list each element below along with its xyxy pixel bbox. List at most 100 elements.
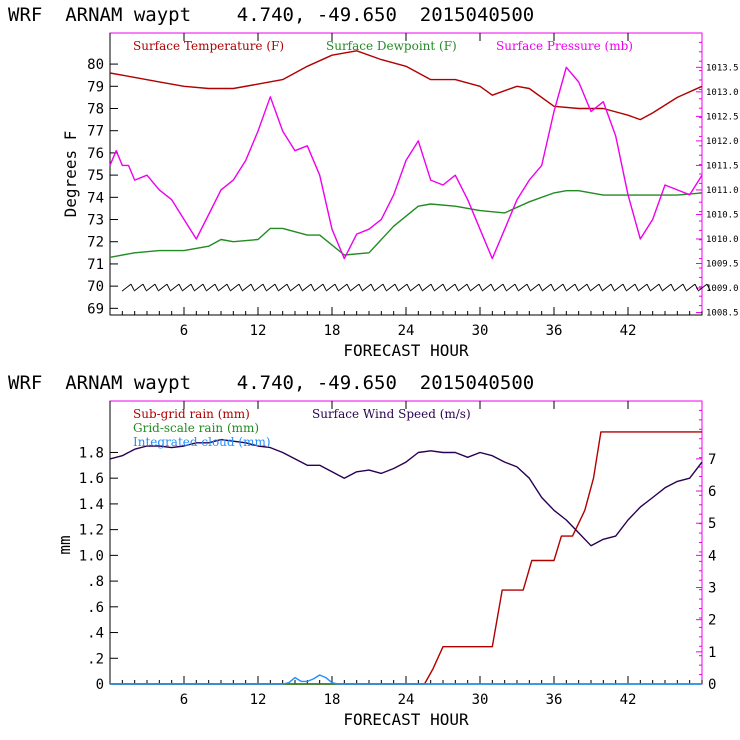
wind-barb-shaft <box>385 283 396 292</box>
bottom-y-axis-label: mm <box>55 535 74 554</box>
wind-barb-flag <box>706 283 711 291</box>
wind-barb-flag <box>646 283 651 291</box>
legend-surface-temperature: Surface Temperature (F) <box>133 39 284 53</box>
right-tick-label: 1008.5 <box>706 309 739 319</box>
left-tick-label: 76 <box>87 146 104 162</box>
wind-barb-shaft <box>265 283 276 292</box>
wind-barb-shaft <box>553 283 564 292</box>
wind-barb-shaft <box>133 283 144 292</box>
wind-barb-shaft <box>517 283 528 292</box>
wind-barb-flag <box>250 283 255 291</box>
wind-barb-flag <box>658 283 663 291</box>
right-tick-label: 1009.5 <box>706 260 739 270</box>
wind-barb-flag <box>538 283 543 291</box>
x-tick-label: 42 <box>620 692 637 708</box>
right-tick-label: 1012.5 <box>706 112 739 122</box>
wind-barb-flag <box>334 283 339 291</box>
wind-barb-flag <box>202 283 207 291</box>
wind-barb-shaft <box>277 283 288 292</box>
wind-barb-flag <box>262 283 267 291</box>
right-tick-label: 1012.0 <box>706 137 739 147</box>
right-tick-label: 1011.0 <box>706 186 739 196</box>
wind-barb-flag <box>346 283 351 291</box>
wind-barb-shaft <box>289 283 300 292</box>
wind-barb-flag <box>478 283 483 291</box>
left-tick-label: 70 <box>87 279 104 295</box>
right-tick-label: 4 <box>708 548 716 564</box>
wind-barb-shaft <box>181 283 192 292</box>
x-tick-label: 18 <box>324 323 341 339</box>
right-tick-label: 1011.5 <box>706 161 739 171</box>
wind-barb-flag <box>286 283 291 291</box>
left-tick-label: 77 <box>87 124 104 140</box>
wind-barb-flag <box>490 283 495 291</box>
legend-surface-wind-speed: Surface Wind Speed (m/s) <box>312 407 471 421</box>
wind-barb-flag <box>382 283 387 291</box>
wind-barb-flag <box>178 283 183 291</box>
x-tick-label: 12 <box>250 323 267 339</box>
right-tick-label: 1010.5 <box>706 210 739 220</box>
wind-barb-flag <box>166 283 171 291</box>
wind-barbs <box>121 283 711 292</box>
left-tick-label: 72 <box>87 235 104 251</box>
wind-barb-flag <box>322 283 327 291</box>
x-tick-label: 36 <box>546 692 563 708</box>
wind-barb-flag <box>226 283 231 291</box>
integrated-cloud-line <box>110 674 702 685</box>
right-tick-label: 5 <box>708 516 716 532</box>
wind-barb-shaft <box>481 283 492 292</box>
wind-barb-flag <box>514 283 519 291</box>
wind-barb-flag <box>622 283 627 291</box>
wind-barb-flag <box>574 283 579 291</box>
wind-barb-flag <box>430 283 435 291</box>
wind-barb-flag <box>418 283 423 291</box>
wind-barb-flag <box>310 283 315 291</box>
wind-barb-shaft <box>529 283 540 292</box>
wind-barb-shaft <box>565 283 576 292</box>
top-chart-title: WRF ARNAM waypt 4.740, -49.650 201504050… <box>8 4 535 26</box>
wind-barb-shaft <box>433 283 444 292</box>
wind-barb-shaft <box>229 283 240 292</box>
wind-barb-flag <box>454 283 459 291</box>
x-tick-label: 42 <box>620 323 637 339</box>
left-tick-label: 1.4 <box>79 497 104 513</box>
left-tick-label: 74 <box>87 190 104 206</box>
wind-barb-flag <box>190 283 195 291</box>
bottom-chart-title: WRF ARNAM waypt 4.740, -49.650 201504050… <box>8 372 535 394</box>
legend-grid-scale-rain: Grid-scale rain (mm) <box>133 421 259 435</box>
legend-sub-grid-rain: Sub-grid rain (mm) <box>133 407 250 421</box>
wind-barb-shaft <box>697 283 708 292</box>
wind-barb-flag <box>610 283 615 291</box>
left-tick-label: 78 <box>87 101 104 117</box>
wind-barb-shaft <box>361 283 372 292</box>
right-tick-label: 1009.0 <box>706 284 739 294</box>
right-tick-label: 2 <box>708 613 716 629</box>
wind-barb-flag <box>130 283 135 291</box>
wind-barb-flag <box>682 283 687 291</box>
x-tick-label: 12 <box>250 692 267 708</box>
wind-barb-flag <box>634 283 639 291</box>
wind-barb-shaft <box>169 283 180 292</box>
left-tick-label: 71 <box>87 257 104 273</box>
left-tick-label: .8 <box>87 574 104 590</box>
x-tick-label: 24 <box>398 323 415 339</box>
wind-barb-shaft <box>505 283 516 292</box>
wind-barb-flag <box>394 283 399 291</box>
wind-barb-flag <box>670 283 675 291</box>
wind-barb-flag <box>298 283 303 291</box>
x-tick-label: 24 <box>398 692 415 708</box>
wind-barb-shaft <box>313 283 324 292</box>
right-tick-label: 1013.5 <box>706 63 739 73</box>
wind-barb-flag <box>526 283 531 291</box>
x-tick-label: 6 <box>180 323 188 339</box>
wind-barb-flag <box>442 283 447 291</box>
left-tick-label: .4 <box>87 626 104 642</box>
wind-barb-shaft <box>445 283 456 292</box>
legend-integrated-cloud: Integrated cloud (mm) <box>133 435 271 449</box>
wind-barb-flag <box>142 283 147 291</box>
wind-barb-shaft <box>673 283 684 292</box>
wind-barb-shaft <box>373 283 384 292</box>
wind-barb-flag <box>154 283 159 291</box>
